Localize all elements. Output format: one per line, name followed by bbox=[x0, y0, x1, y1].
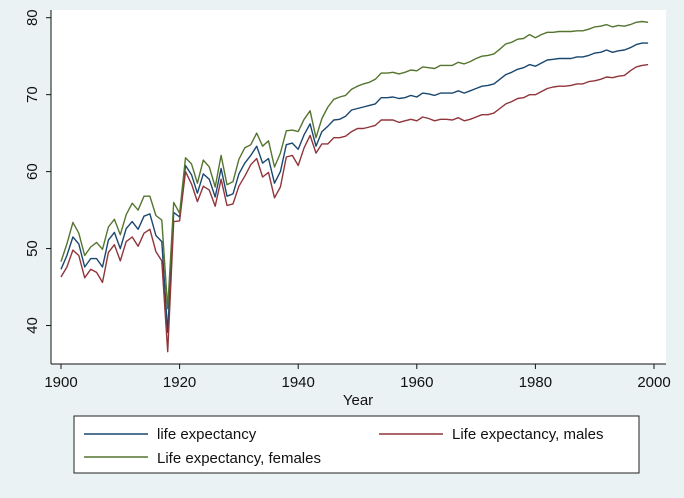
y-axis-ticks: 40 50 60 70 80 bbox=[24, 9, 51, 334]
plot-area bbox=[51, 10, 666, 364]
x-tick-label: 2000 bbox=[637, 374, 670, 391]
x-tick-label: 1900 bbox=[44, 374, 77, 391]
legend: life expectancy Life expectancy, males L… bbox=[73, 415, 640, 474]
y-tick-label: 60 bbox=[24, 163, 41, 180]
series-lines bbox=[60, 20, 649, 353]
x-axis-ticks: 1900 1920 1940 1960 1980 2000 bbox=[44, 364, 671, 391]
legend-box bbox=[73, 415, 640, 474]
x-tick-label: 1960 bbox=[400, 374, 433, 391]
y-tick-label: 80 bbox=[24, 9, 41, 26]
legend-label-males: Life expectancy, males bbox=[452, 426, 603, 443]
y-tick-label: 40 bbox=[24, 317, 41, 334]
x-tick-label: 1980 bbox=[519, 374, 552, 391]
y-tick-label: 50 bbox=[24, 240, 41, 257]
series-line-males bbox=[60, 63, 649, 353]
x-axis-title: Year bbox=[343, 392, 373, 409]
x-tick-label: 1940 bbox=[282, 374, 315, 391]
x-tick-label: 1920 bbox=[163, 374, 196, 391]
legend-label-life-expectancy: life expectancy bbox=[157, 426, 257, 443]
series-line-life-expectancy bbox=[60, 42, 649, 334]
legend-label-females: Life expectancy, females bbox=[157, 450, 321, 467]
series-line-females bbox=[60, 20, 649, 310]
y-tick-label: 70 bbox=[24, 86, 41, 103]
